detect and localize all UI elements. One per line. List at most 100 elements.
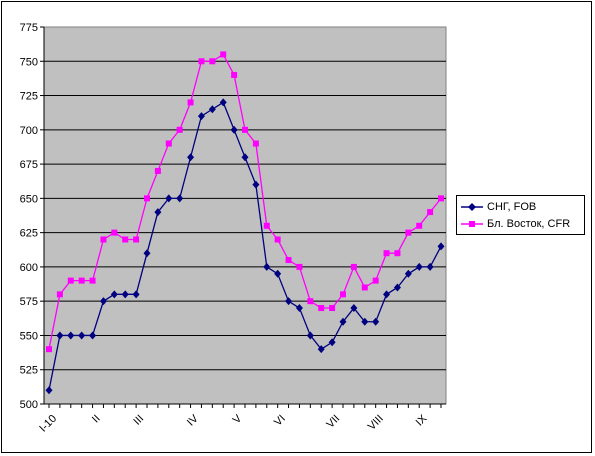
x-tick-label: IX: [414, 412, 430, 428]
data-point-series-1: [89, 331, 97, 340]
data-point-series-1: [241, 153, 249, 162]
data-point-series-2: [263, 222, 270, 229]
data-point-series-1: [415, 262, 423, 271]
data-point-series-1: [121, 290, 129, 299]
x-tick-label: I-10: [37, 413, 59, 435]
data-point-series-1: [45, 386, 53, 395]
data-point-series-2: [144, 195, 150, 202]
data-point-series-2: [427, 209, 434, 216]
x-tick-label: VIII: [366, 413, 386, 433]
data-point-series-2: [242, 126, 248, 133]
y-tick-label: 550: [20, 330, 38, 342]
data-point-series-1: [263, 262, 271, 271]
data-point-series-2: [209, 58, 216, 65]
data-point-series-1: [383, 290, 391, 299]
data-point-series-1: [404, 269, 412, 278]
data-point-series-2: [274, 236, 281, 243]
legend-item-series-2: Бл. Восток, CFR: [461, 216, 570, 232]
data-point-series-1: [176, 194, 184, 203]
data-point-series-1: [274, 269, 282, 278]
y-tick-label: 575: [20, 296, 38, 308]
legend-label-series-1: СНГ, FOB: [487, 201, 537, 213]
data-point-series-2: [56, 291, 63, 298]
y-tick-label: 600: [20, 262, 38, 274]
y-tick-label: 750: [20, 56, 38, 68]
y-tick-label: 700: [20, 125, 38, 137]
data-point-series-2: [187, 99, 194, 106]
data-point-series-2: [122, 236, 129, 243]
data-point-series-2: [165, 140, 172, 147]
legend: СНГ, FOB Бл. Восток, CFR: [456, 195, 585, 235]
y-tick-label: 725: [20, 91, 38, 103]
x-tick-label: VII: [324, 413, 342, 431]
x-tick-label: III: [131, 413, 146, 428]
x-tick-label: IV: [185, 412, 201, 428]
data-point-series-2: [372, 277, 379, 284]
data-point-series-1: [339, 317, 347, 326]
data-point-series-1: [165, 194, 173, 203]
plot-area: [43, 26, 447, 405]
legend-item-series-1: СНГ, FOB: [461, 199, 536, 215]
data-point-series-2: [416, 222, 423, 229]
y-tick-label: 650: [20, 193, 38, 205]
gridlines: [44, 60, 446, 371]
data-point-series-2: [198, 58, 205, 65]
legend-label-series-2: Бл. Восток, CFR: [487, 218, 571, 230]
data-point-series-1: [208, 105, 216, 114]
data-point-series-2: [350, 263, 357, 270]
data-point-series-2: [405, 229, 412, 236]
data-point-series-1: [187, 153, 195, 162]
data-point-series-2: [318, 305, 325, 312]
data-point-series-1: [110, 290, 118, 299]
data-point-series-1: [426, 262, 434, 271]
data-point-series-1: [99, 297, 107, 306]
x-tick-label: II: [90, 413, 103, 426]
data-point-series-1: [295, 304, 303, 313]
y-tick-label: 625: [20, 228, 38, 240]
y-tick-label: 500: [20, 399, 38, 411]
data-point-series-2: [296, 263, 303, 270]
series-group: [45, 51, 445, 395]
y-axis: 500 525 550 575 600 625 650 675 700 725 750 775: [20, 22, 45, 411]
data-point-series-2: [133, 236, 140, 243]
data-point-series-1: [143, 249, 151, 258]
data-point-series-1: [328, 338, 336, 347]
data-point-series-1: [350, 304, 358, 313]
data-point-series-1: [393, 283, 401, 292]
y-tick-label: 675: [20, 159, 38, 171]
data-point-series-2: [154, 167, 161, 174]
data-point-series-2: [361, 284, 368, 291]
data-point-series-2: [252, 140, 259, 147]
data-point-series-2: [46, 346, 52, 353]
data-point-series-1: [56, 331, 64, 340]
data-point-series-2: [307, 298, 314, 305]
data-point-series-1: [67, 331, 75, 340]
data-point-series-2: [231, 71, 238, 78]
data-point-series-2: [340, 291, 346, 298]
legend-marker-series-1: [461, 203, 483, 211]
data-point-series-1: [219, 98, 227, 107]
data-point-series-1: [197, 112, 205, 121]
data-point-series-1: [361, 317, 369, 326]
data-point-series-2: [329, 305, 336, 312]
data-point-series-1: [437, 242, 445, 251]
data-point-series-1: [132, 290, 140, 299]
data-point-series-2: [285, 257, 292, 264]
data-point-series-1: [285, 297, 293, 306]
data-point-series-1: [78, 331, 86, 340]
y-tick-label: 525: [20, 365, 38, 377]
y-tick-label: 775: [20, 22, 38, 34]
x-tick-label: VI: [272, 413, 288, 429]
legend-marker-series-2: [461, 221, 483, 227]
data-point-series-2: [220, 51, 227, 58]
data-point-series-1: [154, 208, 162, 217]
data-point-series-2: [394, 250, 401, 257]
data-point-series-2: [383, 250, 390, 257]
data-point-series-2: [100, 236, 107, 243]
x-tick-label: V: [231, 412, 245, 426]
data-point-series-2: [438, 195, 444, 202]
data-point-series-1: [317, 345, 325, 354]
data-point-series-1: [372, 317, 380, 326]
data-point-series-1: [306, 331, 314, 340]
